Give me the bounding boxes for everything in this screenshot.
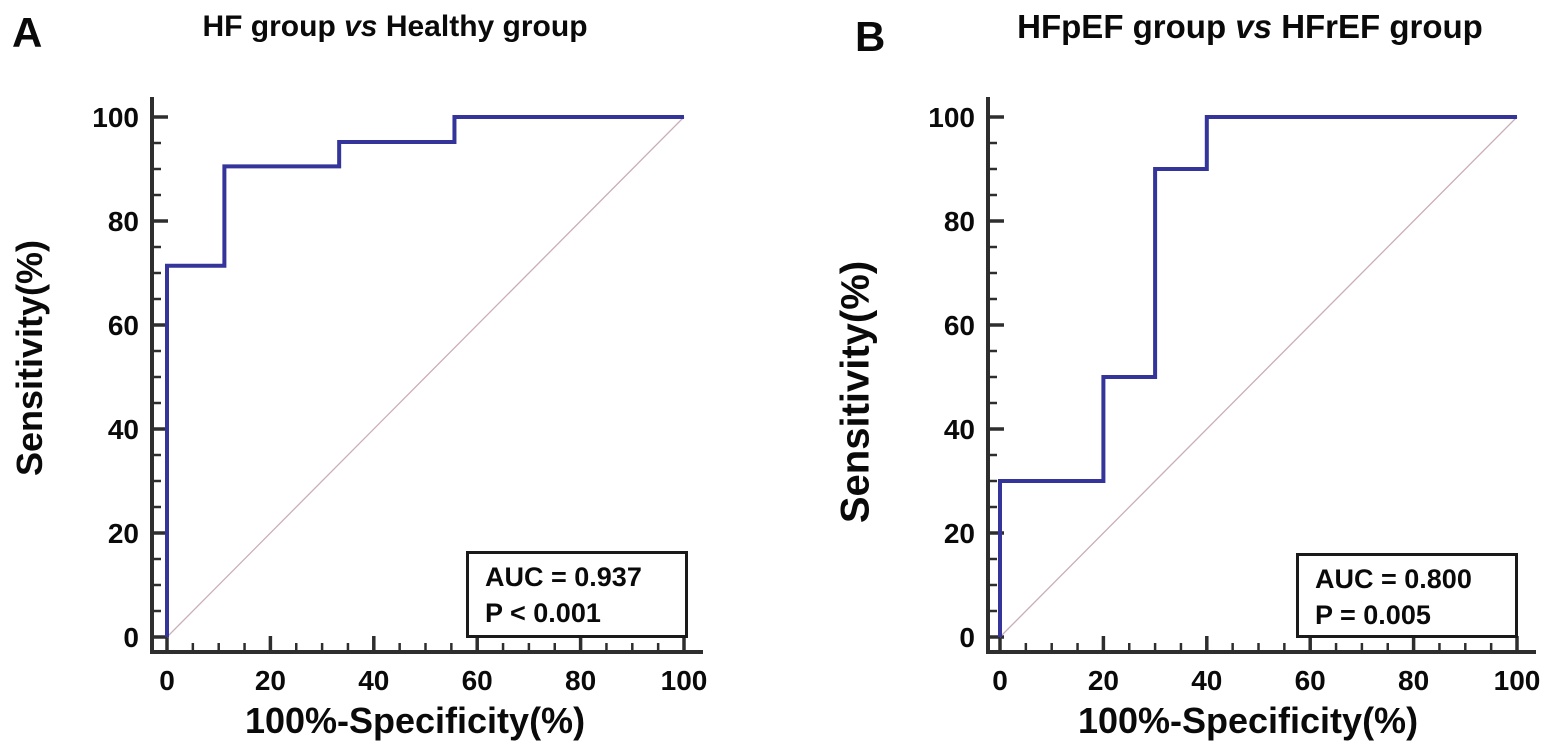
- x-tick-label: 40: [358, 665, 389, 696]
- panel-b-auc-annotation-box: AUC = 0.800 P = 0.005: [1296, 553, 1518, 638]
- x-tick-label: 20: [1088, 665, 1119, 696]
- panel-b-title-vs: vs: [1235, 8, 1273, 45]
- x-tick-label: 80: [565, 665, 596, 696]
- x-tick-label: 40: [1191, 665, 1222, 696]
- x-tick-label: 60: [1295, 665, 1326, 696]
- x-tick-label: 0: [992, 665, 1008, 696]
- chance-diagonal: [166, 116, 685, 638]
- panel-a-p-value: P < 0.001: [485, 598, 601, 628]
- y-tick-label: 0: [959, 622, 975, 653]
- roc-plot-b: 0 20 40 60 80 100 0 20 40 60 80 100: [928, 97, 1541, 696]
- panel-a-x-axis-title: 100%-Specificity(%): [244, 700, 586, 741]
- panel-label-b: B: [855, 13, 886, 60]
- y-tick-label: 100: [928, 102, 975, 133]
- y-tick-label: 60: [944, 310, 975, 341]
- panel-a-auc-annotation-box: AUC = 0.937 P < 0.001: [466, 551, 688, 638]
- panel-b-x-axis-title: 100%-Specificity(%): [1077, 700, 1419, 741]
- roc-curve: [165, 115, 684, 637]
- y-tick-label: 100: [92, 102, 139, 133]
- y-tick-label: 40: [108, 414, 139, 445]
- panel-label-a: A: [12, 9, 43, 56]
- chance-diagonal: [999, 116, 1518, 638]
- panel-a-title-post: Healthy group: [377, 10, 588, 43]
- panel-a-auc-value: AUC = 0.937: [485, 562, 642, 592]
- y-tick-label: 80: [108, 206, 139, 237]
- x-tick-label: 0: [159, 665, 175, 696]
- x-tick-label: 100: [1494, 665, 1541, 696]
- x-tick-label: 100: [661, 665, 708, 696]
- panel-a-title-vs: vs: [344, 10, 378, 43]
- y-tick-label: 20: [944, 518, 975, 549]
- panel-b-title-post: HFrEF group: [1272, 8, 1483, 45]
- panel-b-title: HFpEF group vs HFrEF group: [1017, 8, 1483, 46]
- panel-b-p-value: P = 0.005: [1315, 600, 1431, 630]
- roc-plot-a: 0 20 40 60 80 100 0 20 40 60 80 100: [92, 97, 708, 696]
- y-tick-label: 40: [944, 414, 975, 445]
- x-tick-label: 80: [1398, 665, 1429, 696]
- x-tick-label: 60: [462, 665, 493, 696]
- panel-a-title-pre: HF group: [202, 10, 345, 43]
- panel-b-title-pre: HFpEF group: [1017, 8, 1236, 45]
- panel-a-title: HF group vs Healthy group: [202, 10, 587, 44]
- y-tick-label: 60: [108, 310, 139, 341]
- x-tick-label: 20: [255, 665, 286, 696]
- panel-b-auc-value: AUC = 0.800: [1315, 564, 1472, 594]
- y-tick-label: 0: [123, 622, 139, 653]
- y-tick-label: 80: [944, 206, 975, 237]
- roc-curve: [998, 115, 1517, 637]
- y-tick-label: 20: [108, 518, 139, 549]
